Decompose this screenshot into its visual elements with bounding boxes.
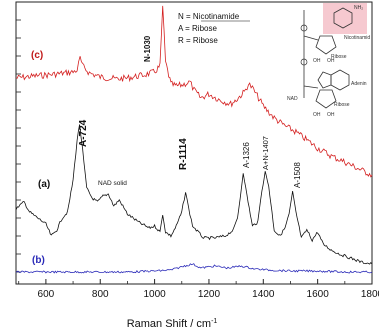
x-tick-label: 1600 [307,289,330,300]
nicotinamide-ring [333,7,353,29]
peak-label-a1508: A-1508 [293,162,302,188]
nicotinamide-highlight [323,3,367,34]
x-tick-label: 1200 [198,289,221,300]
series-label-c: (c) [31,50,43,61]
x-axis-title-superscript: -1 [211,318,217,325]
x-tick-label: 800 [92,289,109,300]
series-label-b: (b) [32,255,45,266]
oh1-label: OH [313,58,321,64]
x-axis-title: Raman Shift / cm-1 [127,318,218,330]
legend-n: N = Nicotinamide [178,12,240,21]
series-line-a [15,124,373,265]
x-tick-label: 1000 [143,289,166,300]
peak-label-r1114: R-1114 [178,138,189,170]
y-axis-ticks [16,19,21,273]
peak-label-n1030: N-1030 [143,35,152,62]
ribose-ring-2 [315,89,337,109]
phosphate-1 [300,24,308,32]
ribose-ring-1 [315,35,337,55]
oh4-label: OH [327,112,335,118]
x-axis-title-text: Raman Shift / cm [127,318,211,330]
series-line-c [15,5,373,178]
adenine-ring-5 [317,71,332,89]
nh2-label: NH₂ [354,5,363,11]
x-axis-ticks: 600 800 1000 1200 1400 1600 1800 [18,279,379,300]
x-tick-label: 1400 [252,289,275,300]
series-layer [15,5,373,274]
link-1 [303,35,319,41]
peak-label-an1407: A+N-1407 [261,136,270,170]
peak-label-a724: A-724 [78,119,89,147]
phosphate-2 [300,58,308,66]
legend-r: R = Ribose [178,36,218,45]
plot-frame [15,1,373,285]
nicotinamide-label: Nicotinamid [344,35,370,41]
series-label-a: (a) [38,179,50,190]
link-2 [303,85,319,89]
x-tick-label: 600 [38,289,55,300]
peak-label-a1326: A-1326 [242,142,251,168]
nad-structure-diagram: NH₂ Nicotinamid Ribose OH OH Adenin Ribo… [287,3,370,118]
oh3-label: OH [313,112,321,118]
series-line-b [15,263,373,274]
legend-a: A = Ribose [178,24,217,33]
ribose2-label: Ribose [334,102,350,108]
x-tick-label: 1800 [361,289,379,300]
adenine-label: Adenin [351,81,367,87]
adenine-ring-6 [330,69,350,91]
oh2-label: OH [327,58,335,64]
peak-label-nad-solid: NAD solid [98,180,127,187]
nad-label: NAD [287,96,298,102]
ribose1-label: Ribose [331,54,347,60]
